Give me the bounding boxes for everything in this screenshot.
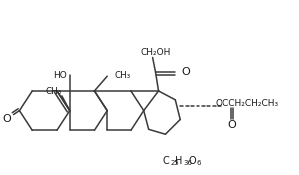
- Text: 25: 25: [170, 160, 179, 166]
- Text: HO: HO: [53, 71, 67, 80]
- Text: O: O: [188, 156, 196, 166]
- Text: H: H: [175, 156, 182, 166]
- Text: O: O: [2, 114, 11, 124]
- Text: CH₃: CH₃: [46, 88, 62, 96]
- Text: CH₃: CH₃: [114, 71, 130, 80]
- Text: O: O: [227, 120, 236, 130]
- Text: C: C: [162, 156, 169, 166]
- Text: OCCH₂CH₂CH₃: OCCH₂CH₂CH₃: [216, 99, 279, 108]
- Text: CH₂OH: CH₂OH: [140, 48, 171, 57]
- Text: 36: 36: [183, 160, 192, 166]
- Text: 6: 6: [197, 160, 202, 166]
- Text: O: O: [182, 67, 190, 77]
